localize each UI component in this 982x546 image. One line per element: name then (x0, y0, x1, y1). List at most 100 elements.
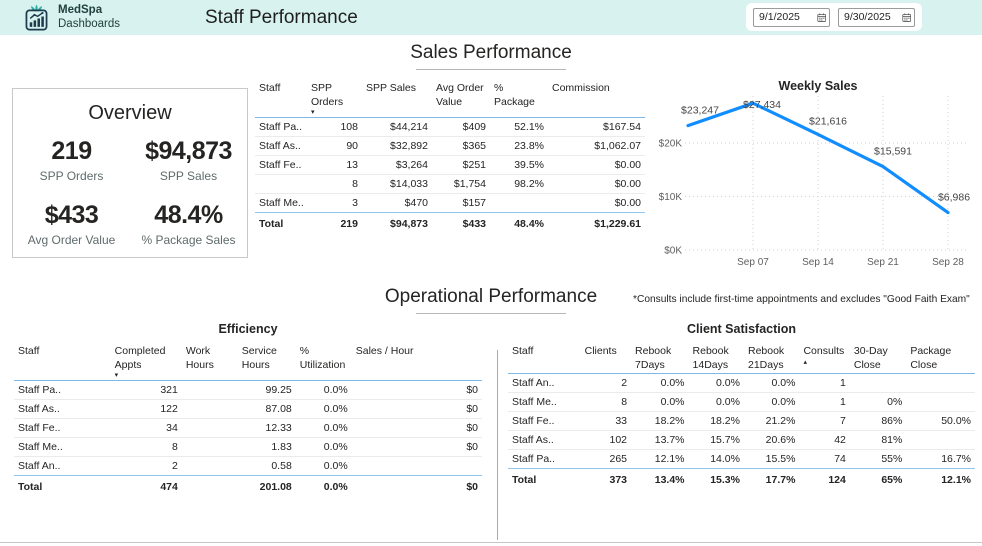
column-header[interactable]: Package Close (906, 343, 975, 375)
table-cell: 0.0% (295, 437, 352, 458)
column-header[interactable]: % Package (490, 80, 548, 119)
table-cell: $0 (351, 437, 482, 458)
column-header[interactable]: Rebook 21Days (743, 343, 800, 375)
start-date-field[interactable] (753, 7, 830, 27)
table-row: Staff As.. 122 87.08 0.0% $0 (14, 399, 482, 420)
table-cell (906, 373, 975, 394)
sort-asc-icon: ▴ (803, 358, 807, 366)
table-cell: 52.1% (490, 117, 548, 138)
kpi-value: 219 (51, 137, 92, 165)
table-cell: $14,033 (362, 174, 432, 195)
column-header[interactable]: % Utilization (295, 343, 352, 382)
overview-title: Overview (88, 102, 172, 124)
column-header[interactable]: Service Hours (237, 343, 296, 382)
table-cell: 0.0% (295, 418, 352, 439)
x-axis-tick-label: Sep 28 (932, 257, 964, 268)
column-header[interactable]: Rebook 14Days (688, 343, 744, 375)
table-cell: 74 (834, 453, 846, 466)
table-cell: Staff Me.. (14, 437, 111, 458)
column-header[interactable]: Clients (580, 343, 632, 375)
total-cell (181, 475, 238, 497)
end-date-input[interactable] (844, 11, 902, 23)
kpi-avg-order-value: $433 Avg Order Value (13, 201, 130, 247)
header-row: Staff Clients Rebook 7Days Rebook 14Days Reb… (508, 343, 975, 375)
table-cell: 34 (110, 418, 182, 439)
column-header[interactable]: Consults ▴ (799, 343, 850, 375)
column-header[interactable]: Commission (548, 80, 645, 119)
kpi-value: 48.4% (154, 201, 223, 229)
column-header[interactable]: Staff (508, 343, 581, 375)
total-cell: 13.4% (631, 468, 689, 490)
table-cell: 14.0% (710, 453, 740, 466)
table-row: Staff Me.. 8 0.0% 0.0% 0.0% 1 0% (508, 392, 975, 413)
sort-desc-icon: ▾ (114, 372, 119, 380)
table-cell: 42 (799, 430, 850, 451)
table-cell: 0.0% (323, 460, 348, 473)
table-cell: $365 (432, 136, 490, 157)
column-header[interactable]: Avg Order Value (432, 80, 490, 119)
column-header[interactable]: Sales / Hour (351, 343, 482, 382)
table-cell: 39.5% (490, 155, 548, 176)
table-cell: 0.0% (743, 373, 800, 394)
chart-data-label: $23,247 (681, 105, 719, 117)
logo-line1: MedSpa (58, 4, 103, 17)
table-row: Staff Fe.. 34 12.33 0.0% $0 (14, 418, 482, 439)
end-date-field[interactable] (838, 7, 915, 27)
table-cell (906, 392, 975, 413)
table-cell: 87.08 (237, 399, 296, 420)
column-header[interactable]: SPP Sales (362, 80, 432, 119)
table-cell: $0 (351, 399, 482, 420)
calendar-icon[interactable] (901, 12, 911, 23)
data-table: Staff Completed Appts ▾ Work Hours Service H… (14, 343, 482, 497)
table-cell: 0.0% (688, 392, 744, 413)
kpi-package-sales: 48.4% % Package Sales (130, 201, 247, 247)
table-cell: 108 (307, 117, 362, 138)
total-cell: 12.1% (906, 468, 975, 490)
table-cell: 0.0% (743, 392, 800, 413)
column-header[interactable]: Staff (255, 80, 307, 119)
table-cell: Staff Me.. (259, 197, 304, 210)
table-cell: $1,754 (432, 174, 490, 195)
table-cell: 18.2% (688, 411, 744, 432)
table-cell: 81% (849, 430, 907, 451)
x-axis-tick-label: Sep 07 (737, 257, 769, 268)
table-cell: 8 (307, 174, 362, 195)
table-cell: Staff As.. (255, 136, 307, 157)
column-header[interactable]: Staff (14, 343, 111, 382)
table-cell: $0.00 (548, 155, 645, 176)
total-cell: 15.3% (688, 468, 744, 490)
column-header[interactable]: 30-Day Close (849, 343, 907, 375)
operational-section-title: Operational Performance (384, 286, 598, 307)
table-cell: 15.5% (765, 453, 796, 466)
chart-data-label: $27,434 (743, 99, 781, 111)
chart-data-label: $15,591 (874, 146, 912, 158)
column-header[interactable]: Work Hours (181, 343, 238, 382)
kpi-value: $94,873 (145, 137, 232, 165)
total-cell: 48.4% (490, 212, 548, 234)
kpi-spp-sales: $94,873 SPP Sales (130, 137, 247, 183)
table-cell: 0.0% (688, 373, 744, 394)
table-row: Staff Fe.. 33 18.2% 18.2% 21.2% 7 86% 50.0% (508, 411, 975, 432)
table-cell: 23.8% (490, 136, 548, 157)
column-header[interactable]: Rebook 7Days (631, 343, 689, 375)
column-header[interactable]: SPP Orders ▾ (307, 80, 362, 119)
section-title-underline (416, 69, 566, 70)
table-cell: 8 (110, 437, 182, 458)
table-row: Staff Fe.. 13 $3,264 $251 39.5% $0.00 (255, 155, 645, 176)
calendar-icon[interactable] (816, 12, 826, 23)
table-cell: 16.7% (941, 453, 971, 466)
efficiency-title: Efficiency (218, 322, 278, 336)
app-header: MedSpa Dashboards Staff Performance (0, 0, 982, 35)
table-cell: 20.6% (743, 430, 800, 451)
table-cell: $470 (404, 197, 428, 210)
table-cell (490, 194, 548, 213)
total-cell: 124 (799, 468, 850, 490)
start-date-input[interactable] (759, 11, 817, 23)
table-cell: 15.7% (688, 430, 744, 451)
table-cell: 3 (352, 197, 358, 210)
column-header[interactable]: Completed Appts ▾ (110, 343, 182, 382)
client-satisfaction-title: Client Satisfaction (686, 322, 797, 336)
table-cell: 99.25 (237, 380, 296, 401)
table-cell: 12.33 (237, 418, 296, 439)
table-row: Staff Pa.. 108 $44,214 $409 52.1% $167.54 (255, 117, 645, 138)
